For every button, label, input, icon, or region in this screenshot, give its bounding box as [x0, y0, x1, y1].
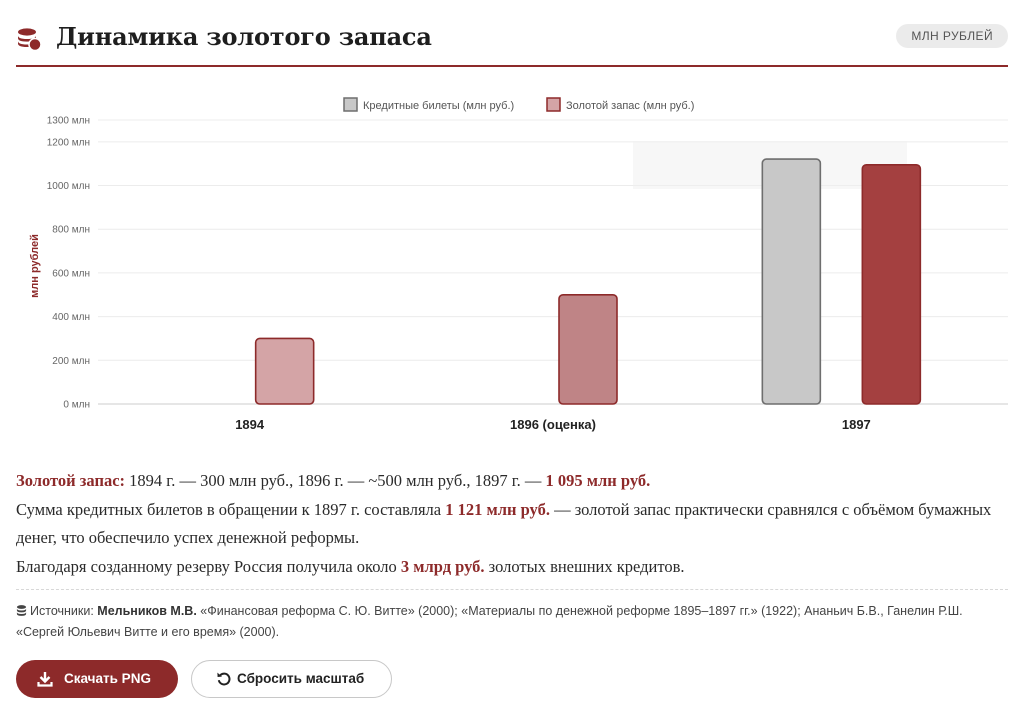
summary-gold-highlight: 1 095 млн руб.	[545, 471, 651, 490]
summary-line-loans: Благодаря созданному резерву Россия полу…	[16, 553, 1008, 582]
summary-credit-before: Сумма кредитных билетов в обращении к 18…	[16, 499, 446, 519]
chart-bars[interactable]	[254, 158, 922, 405]
bar-chart[interactable]: Кредитные билеты (млн руб.) Золотой запа…	[16, 88, 1008, 440]
summary-credit-highlight: 1 121 млн руб.	[445, 499, 550, 519]
bar-gold-1894[interactable]	[254, 337, 315, 405]
x-tick-label: 1897	[842, 417, 871, 432]
summary-gold-text: 1894 г. — 300 млн руб., 1896 г. — ~500 м…	[125, 471, 546, 490]
y-axis-label: млн рублей	[29, 234, 41, 298]
summary-line-credit: Сумма кредитных билетов в обращении к 18…	[16, 496, 1008, 553]
sources-block: Источники: Мельников М.В. «Финансовая ре…	[16, 601, 1008, 643]
sources-label: Источники:	[30, 604, 98, 618]
bar-gold-1897[interactable]	[861, 163, 922, 405]
sources-divider	[16, 589, 1008, 590]
legend-swatch-credit[interactable]	[343, 97, 358, 112]
reset-button-label: Сбросить масштаб	[237, 671, 365, 686]
summary-credit-after: — золотой запас практически сравнялся с …	[16, 499, 992, 548]
y-tick-label: 1300 млн	[47, 116, 90, 127]
page-title: Динамика золотого запаса	[56, 22, 432, 51]
chart-header: Динамика золотого запаса МЛН РУБЛЕЙ	[16, 18, 1008, 58]
summary-gold-label: Золотой запас:	[16, 471, 126, 490]
chart-grid	[98, 119, 1008, 405]
download-button-label: Скачать PNG	[64, 671, 151, 686]
download-png-button[interactable]: Скачать PNG	[16, 660, 178, 698]
summary-loans-after: золотых внешних кредитов.	[484, 556, 685, 576]
x-tick-label: 1894	[235, 417, 265, 432]
database-icon	[16, 605, 27, 616]
y-axis: 0 млн 200 млн 400 млн 600 млн 800 млн 1000 мл…	[47, 116, 90, 411]
y-tick-label: 0 млн	[63, 400, 90, 411]
legend-label-gold[interactable]: Золотой запас (млн руб.)	[566, 100, 694, 112]
y-tick-label: 1200 млн	[47, 137, 90, 148]
y-tick-label: 1000 млн	[47, 181, 90, 192]
bar-credit-1897[interactable]	[761, 158, 822, 405]
x-axis: 1894 1896 (оценка) 1897	[235, 417, 871, 432]
summary-text: Золотой запас: 1894 г. — 300 млн руб., 1…	[16, 467, 1008, 581]
summary-loans-highlight: 3 млрд руб.	[400, 556, 485, 576]
header-divider	[16, 65, 1008, 67]
download-icon	[37, 672, 53, 687]
y-tick-label: 400 млн	[52, 312, 90, 323]
chart-legend[interactable]: Кредитные билеты (млн руб.) Золотой запа…	[343, 97, 694, 112]
bar-gold-1896 (оценка)[interactable]	[558, 293, 618, 405]
legend-label-credit[interactable]: Кредитные билеты (млн руб.)	[363, 100, 514, 112]
sources-text: «Финансовая реформа С. Ю. Витте» (2000);…	[16, 604, 963, 639]
legend-swatch-gold[interactable]	[546, 97, 561, 112]
reset-icon	[217, 672, 231, 686]
y-tick-label: 800 млн	[52, 225, 90, 236]
chart-canvas[interactable]: Кредитные билеты (млн руб.) Золотой запа…	[16, 88, 1008, 440]
summary-line-gold: Золотой запас: 1894 г. — 300 млн руб., 1…	[16, 467, 1008, 496]
y-tick-label: 200 млн	[52, 356, 90, 367]
y-tick-label: 600 млн	[52, 268, 90, 279]
unit-badge: МЛН РУБЛЕЙ	[896, 24, 1008, 48]
summary-loans-before: Благодаря созданному резерву Россия полу…	[16, 556, 401, 576]
x-tick-label: 1896 (оценка)	[510, 417, 596, 432]
reset-zoom-button[interactable]: Сбросить масштаб	[191, 660, 392, 698]
coins-icon	[18, 28, 42, 52]
sources-author: Мельников М.В.	[97, 604, 197, 618]
